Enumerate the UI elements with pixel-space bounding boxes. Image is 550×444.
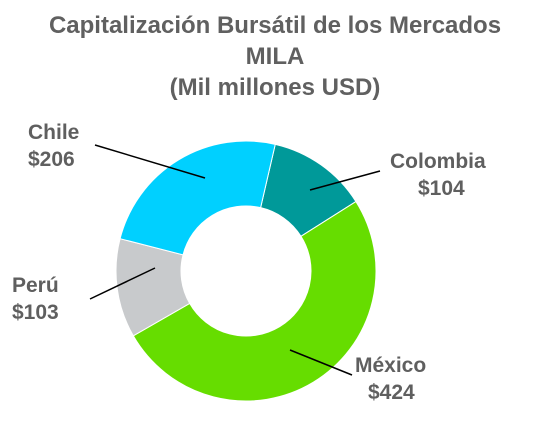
leader-line [89,267,156,300]
slice-name-label: Colombia [390,150,486,173]
leader-line [309,170,381,191]
leader-line [94,144,206,179]
leader-line [289,349,353,376]
slice-labels: Colombia $104 México $424 Perú $103 Chile $206 [12,121,486,404]
chart-title-line-3: (Mil millones USD) [169,74,381,101]
slice-mexico [132,200,377,402]
slice-chile [119,140,276,256]
leader-lines [89,144,381,376]
chart-title-line-2: MILA [245,43,305,70]
slice-value-label: $424 [368,381,415,404]
slice-name-label: Perú [12,274,59,297]
chart-title-line-1: Capitalización Bursátil de los Mercados [48,12,502,39]
slice-name-label: México [355,354,426,377]
donut-slices [115,140,377,402]
slice-value-label: $104 [418,177,465,200]
slice-value-label: $206 [28,148,75,171]
slice-value-label: $103 [12,301,59,324]
slice-name-label: Chile [28,121,79,144]
chart-title: Capitalización Bursátil de los Mercados … [0,10,550,103]
